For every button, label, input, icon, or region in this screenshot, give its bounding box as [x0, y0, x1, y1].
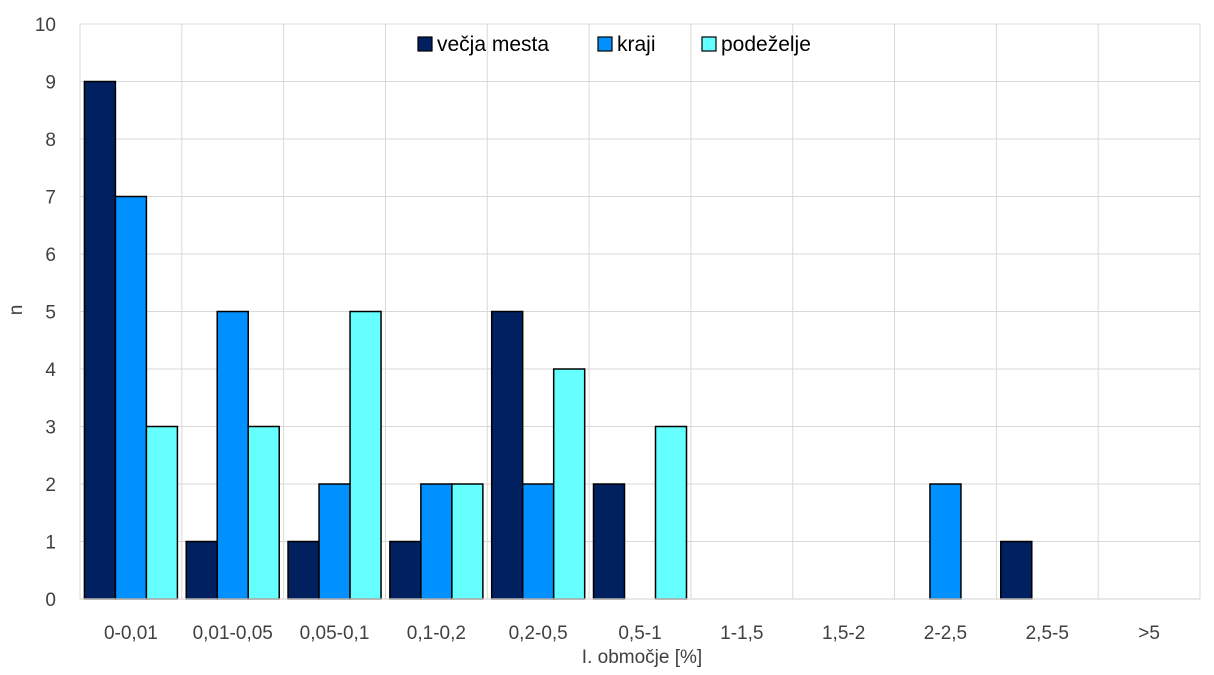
legend-swatch — [417, 36, 433, 52]
legend-swatch — [701, 36, 717, 52]
y-tick-label: 8 — [45, 130, 56, 151]
bar — [552, 368, 586, 600]
bar — [349, 310, 382, 600]
x-tick-label: 2,5-5 — [1026, 623, 1069, 644]
y-tick-label: 10 — [35, 15, 56, 36]
bar — [592, 483, 626, 600]
bar — [929, 483, 962, 600]
y-axis-ticks: 0 1 2 3 4 5 6 7 8 9 10 — [35, 15, 57, 611]
legend-swatch — [597, 36, 613, 52]
bars — [83, 80, 1033, 600]
bar — [420, 483, 453, 600]
legend-label: podeželje — [721, 33, 811, 56]
x-tick-label: 0,01-0,05 — [193, 623, 273, 644]
y-tick-label: 2 — [45, 475, 56, 496]
bar — [185, 540, 218, 600]
y-tick-label: 1 — [45, 533, 56, 554]
y-tick-label: 0 — [45, 590, 56, 611]
y-tick-label: 4 — [45, 360, 56, 381]
bar — [247, 425, 280, 600]
y-tick-label: 5 — [45, 303, 56, 324]
bar — [83, 80, 117, 600]
bar — [287, 540, 320, 600]
x-tick-label: 0,05-0,1 — [300, 623, 370, 644]
y-tick-label: 9 — [45, 73, 56, 94]
legend-label: večja mesta — [437, 33, 549, 56]
x-tick-label: 1,5-2 — [822, 623, 865, 644]
x-tick-label: 2-2,5 — [924, 623, 967, 644]
bar — [114, 195, 148, 600]
x-axis-title: I. območje [%] — [582, 647, 702, 668]
bar — [451, 483, 484, 600]
legend-label: kraji — [617, 33, 656, 56]
y-tick-label: 6 — [45, 245, 56, 266]
x-tick-label: 1-1,5 — [720, 623, 763, 644]
x-tick-label: >5 — [1138, 623, 1160, 644]
gridlines — [79, 23, 1201, 600]
legend: večja mesta kraji podeželje — [417, 33, 811, 56]
bar — [490, 310, 524, 600]
x-axis-ticks: 0-0,01 0,01-0,05 0,05-0,1 0,1-0,2 0,2-0,5 0,5… — [104, 623, 1160, 644]
bar — [1000, 540, 1033, 600]
bar — [145, 425, 179, 600]
y-tick-label: 7 — [45, 188, 56, 209]
bar — [216, 310, 249, 600]
y-tick-label: 3 — [45, 418, 56, 439]
y-axis-title: n — [6, 305, 27, 316]
bar — [389, 540, 422, 600]
bar — [318, 483, 351, 600]
bar — [521, 483, 555, 600]
x-tick-label: 0-0,01 — [104, 623, 158, 644]
bar — [654, 425, 688, 600]
x-tick-label: 0,5-1 — [618, 623, 661, 644]
x-tick-label: 0,1-0,2 — [407, 623, 466, 644]
x-tick-label: 0,2-0,5 — [509, 623, 568, 644]
